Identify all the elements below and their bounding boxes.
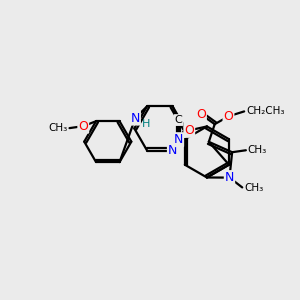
Text: H: H [142, 119, 151, 129]
Text: N: N [130, 112, 140, 124]
Text: O: O [196, 108, 206, 121]
Text: N: N [174, 133, 183, 146]
Text: N: N [168, 144, 177, 157]
Text: O: O [224, 110, 233, 123]
Text: O: O [78, 120, 88, 133]
Text: CH₃: CH₃ [248, 145, 267, 155]
Text: N: N [225, 171, 234, 184]
Text: C: C [175, 115, 182, 125]
Text: O: O [184, 124, 194, 137]
Text: CH₃: CH₃ [244, 183, 263, 194]
Text: CH₂CH₃: CH₂CH₃ [246, 106, 285, 116]
Text: CH₃: CH₃ [48, 123, 68, 133]
